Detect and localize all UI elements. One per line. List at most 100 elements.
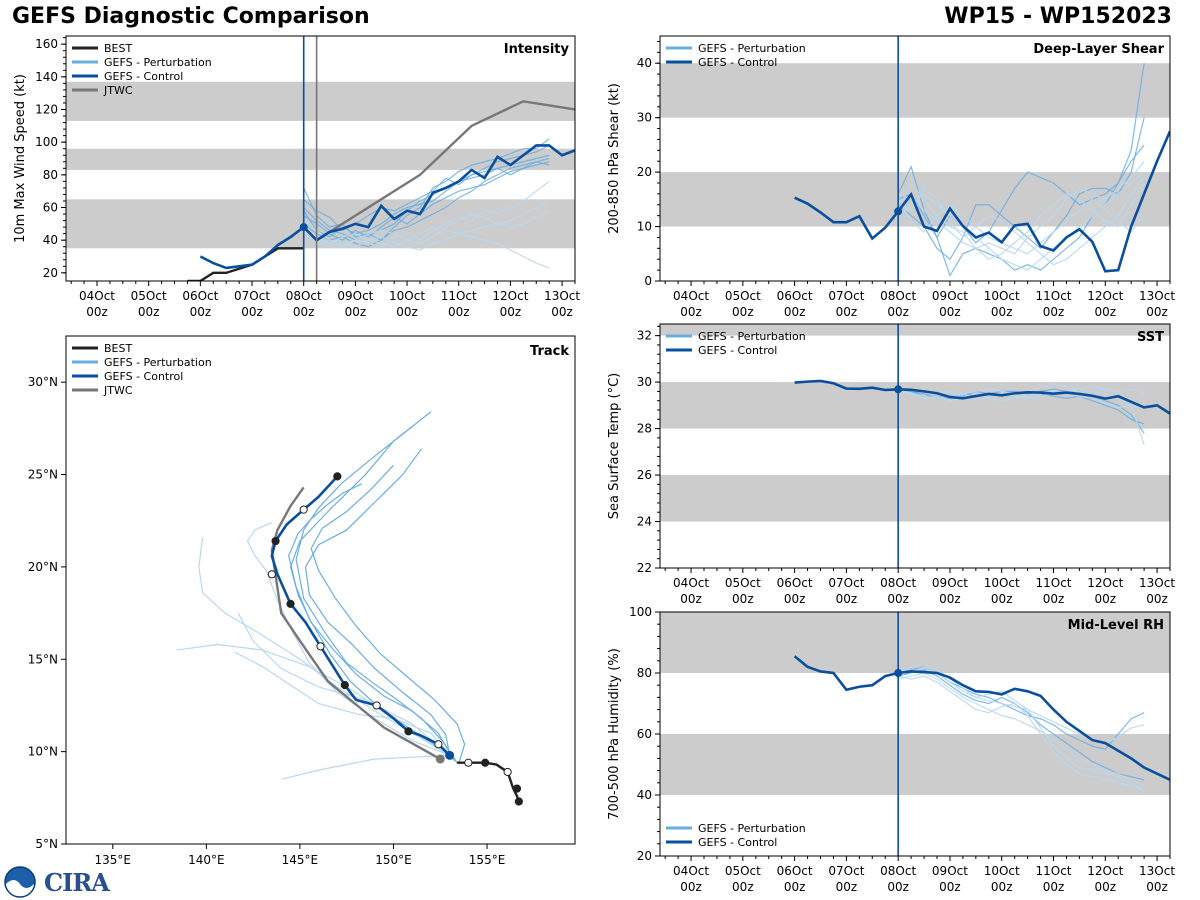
track-marker: [340, 681, 349, 690]
perturbation-line: [303, 161, 550, 248]
y-tick-label: 160: [35, 37, 58, 51]
x-tick-date: 06Oct: [777, 289, 813, 303]
y-axis-label: 200-850 hPa Shear (kt): [607, 83, 622, 234]
x-tick-hour: 00z: [396, 305, 418, 319]
x-tick-date: 09Oct: [932, 289, 968, 303]
jtwc-line: [315, 100, 575, 242]
track-marker: [299, 505, 308, 514]
perturbation-line: [303, 210, 550, 248]
x-tick-hour: 00z: [1146, 305, 1168, 319]
plot-frame: [65, 35, 576, 282]
x-tick-date: 13Oct: [544, 289, 580, 303]
x-tick-date: 08Oct: [286, 289, 322, 303]
x-tick-hour: 00z: [732, 592, 754, 606]
x-tick-hour: 00z: [991, 592, 1013, 606]
x-tick-hour: 00z: [1146, 592, 1168, 606]
y-tick-label: 10°N: [28, 745, 58, 759]
panel-title: Intensity: [504, 42, 570, 57]
perturbation-line: [897, 117, 1145, 261]
perturbation-line: [898, 390, 1145, 409]
x-tick-label: 155°E: [469, 853, 506, 867]
x-tick-label: 150°E: [375, 853, 412, 867]
x-tick-hour: 00z: [500, 305, 522, 319]
current-point: [894, 669, 903, 677]
perturbation-track: [246, 522, 450, 756]
x-tick-hour: 00z: [991, 305, 1013, 319]
x-tick-hour: 00z: [887, 880, 909, 894]
track-marker: [434, 740, 443, 749]
legend-label: BEST: [104, 42, 132, 55]
x-tick-date: 11Oct: [1035, 576, 1071, 590]
x-tick-hour: 00z: [1146, 880, 1168, 894]
current-point: [299, 223, 308, 232]
x-tick-hour: 00z: [1043, 592, 1065, 606]
x-tick-hour: 00z: [939, 305, 961, 319]
x-tick-date: 04Oct: [673, 289, 709, 303]
current-point: [894, 207, 903, 216]
legend-label: BEST: [104, 342, 132, 355]
legend-label: GEFS - Control: [698, 344, 777, 357]
x-tick-hour: 00z: [784, 592, 806, 606]
control-line: [793, 655, 1170, 781]
x-tick-hour: 00z: [680, 880, 702, 894]
x-tick-label: 135°E: [95, 853, 132, 867]
track-marker: [267, 570, 276, 579]
x-tick-date: 11Oct: [1035, 864, 1071, 878]
x-tick-date: 05Oct: [725, 864, 761, 878]
y-tick-label: 26: [637, 468, 652, 482]
noaa-icon: [4, 866, 36, 898]
logo-text: CIRA: [44, 868, 110, 897]
track-marker: [404, 727, 413, 736]
cira-logo: CIRA: [4, 866, 114, 898]
x-tick-hour: 00z: [241, 305, 263, 319]
legend-label: GEFS - Perturbation: [698, 42, 806, 55]
legend-label: GEFS - Control: [698, 836, 777, 849]
panel-title: Track: [530, 344, 569, 359]
y-tick-label: 80: [43, 168, 58, 182]
perturbation-line: [303, 157, 550, 241]
plot-frame: [659, 323, 1171, 569]
x-tick-hour: 00z: [551, 305, 573, 319]
x-tick-hour: 00z: [784, 305, 806, 319]
y-axis-label: 10m Max Wind Speed (kt): [13, 74, 28, 243]
plot-frame: [65, 335, 576, 845]
y-tick-label: 28: [637, 422, 652, 436]
y-tick-label: 15°N: [28, 652, 58, 666]
perturbation-line: [898, 675, 1145, 790]
x-tick-date: 13Oct: [1139, 864, 1175, 878]
x-tick-hour: 00z: [1094, 592, 1116, 606]
y-tick-label: 10: [637, 220, 652, 234]
x-tick-hour: 00z: [1043, 880, 1065, 894]
y-tick-label: 120: [35, 103, 58, 117]
perturbation-line: [303, 200, 550, 251]
y-tick-label: 140: [35, 70, 58, 84]
legend-label: GEFS - Perturbation: [104, 356, 212, 369]
perturbation-line: [897, 171, 1145, 271]
perturbation-track: [198, 537, 450, 756]
perturbation-track: [237, 612, 451, 756]
x-tick-hour: 00z: [887, 592, 909, 606]
y-tick-label: 5°N: [35, 837, 58, 851]
x-tick-date: 07Oct: [828, 289, 864, 303]
band: [66, 81, 575, 121]
sst-panel: 22 24 26 28 30 32 04Oct 00z 05Oct 00z 06Oct 00z 07Oc…: [607, 323, 1175, 606]
x-tick-date: 05Oct: [725, 289, 761, 303]
x-tick-date: 12Oct: [1087, 289, 1123, 303]
perturbation-line: [303, 180, 550, 248]
legend-label: JTWC: [103, 84, 133, 97]
x-tick-label: 145°E: [282, 853, 319, 867]
perturbation-track: [289, 411, 454, 760]
x-tick-date: 12Oct: [1087, 576, 1123, 590]
y-tick-label: 80: [637, 666, 652, 680]
control-line: [794, 130, 1170, 273]
x-tick-hour: 00z: [293, 305, 315, 319]
track-panel: 135°E 140°E 145°E 150°E 155°E 5°N 10°N 15°N 20°N…: [28, 335, 576, 867]
y-tick-label: 40: [43, 233, 58, 247]
track-marker: [316, 642, 325, 651]
perturbation-line: [897, 177, 1145, 266]
intensity-panel: 20 40 60 80 100 120 140 160 04Oct 00z 05Oct 00z 06Oc…: [13, 35, 580, 319]
x-tick-date: 12Oct: [1087, 864, 1123, 878]
x-tick-hour: 00z: [86, 305, 108, 319]
x-tick-hour: 00z: [190, 305, 212, 319]
storm-id: WP15 - WP152023: [944, 4, 1172, 29]
